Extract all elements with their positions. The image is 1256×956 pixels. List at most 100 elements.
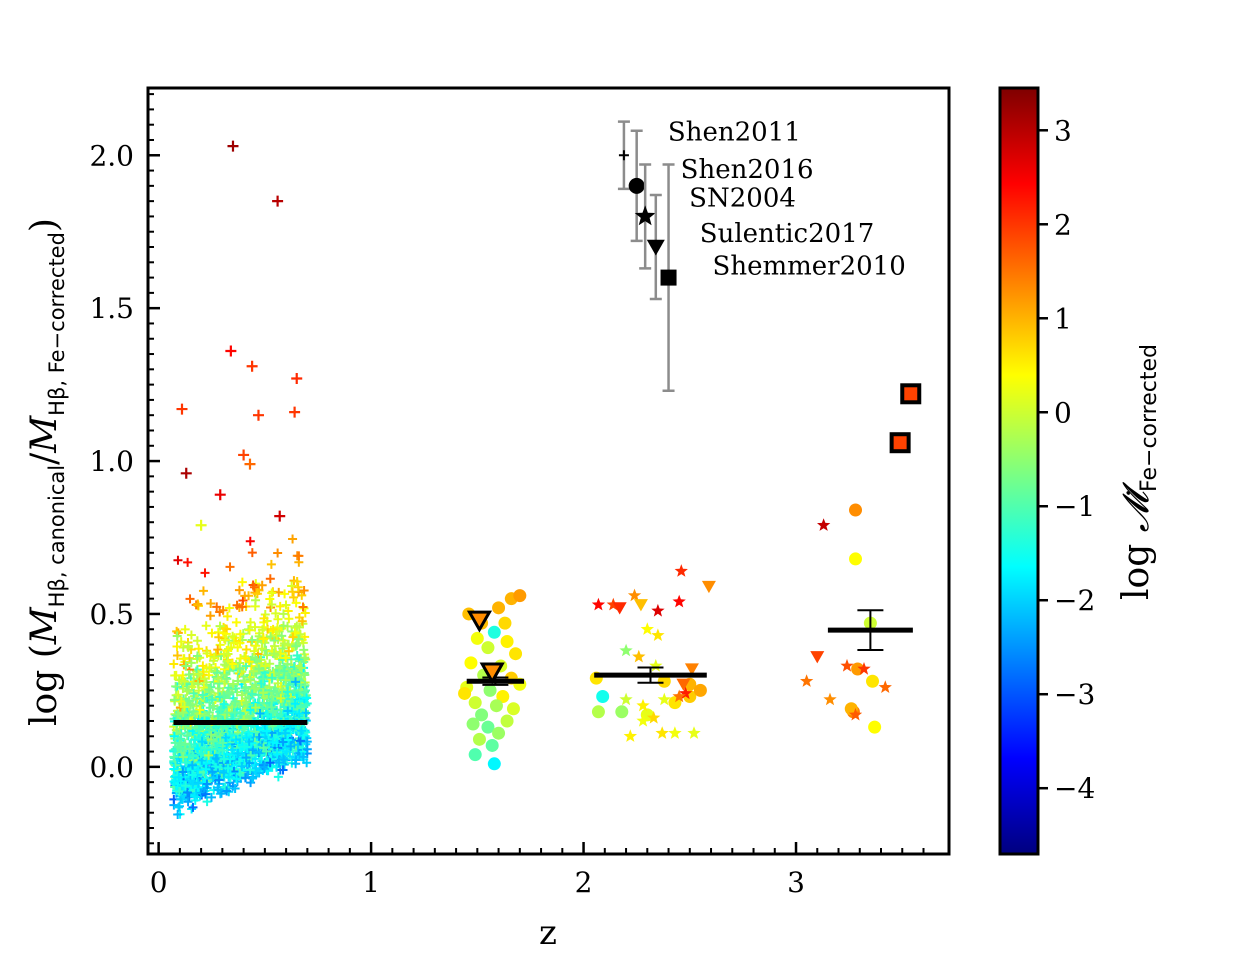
sdss-plus (262, 726, 272, 736)
sdss-plus (248, 666, 258, 676)
star-point-z2 (657, 692, 671, 706)
sdss-plus (267, 703, 277, 713)
sdss-plus (211, 753, 221, 763)
sdss-plus (227, 745, 237, 755)
median-bars (173, 609, 913, 726)
sdss-plus (176, 637, 186, 647)
sdss-plus (219, 754, 229, 764)
sdss-plus (222, 786, 232, 796)
sdss-plus (248, 745, 258, 755)
sdss-plus (265, 758, 275, 768)
x-tick-label: 0 (150, 866, 168, 899)
sdss-plus (291, 598, 301, 608)
star-point-z2 (672, 689, 686, 703)
sdss-plus (223, 649, 233, 659)
sdss-plus (233, 676, 243, 686)
sdss-plus (197, 737, 207, 747)
sdss-plus (266, 631, 276, 641)
colorbar-tick-label: 0 (1054, 396, 1072, 429)
sdss-plus (222, 708, 232, 718)
sdss-plus (173, 809, 183, 819)
y-axis-label: log (MHβ, canonical/MHβ, Fe−corrected) (24, 218, 69, 726)
sdss-plus (193, 765, 203, 775)
sdss-plus (171, 681, 181, 691)
y-tick-label: 2.0 (89, 139, 134, 172)
sdss-plus (213, 785, 223, 795)
sdss-plus (250, 654, 260, 664)
sdss-plus (178, 767, 188, 777)
sdss-plus (233, 748, 243, 758)
sdss-plus (241, 753, 251, 763)
colorbar-tick-label: 3 (1054, 114, 1072, 147)
colorbar-tick-label: −2 (1054, 584, 1095, 617)
colorbar-tick-label: −3 (1054, 678, 1095, 711)
circle-point-z15 (498, 616, 512, 630)
sdss-plus (267, 600, 277, 610)
sdss-plus (283, 706, 293, 716)
sdss-plus (241, 661, 251, 671)
sdss-plus (186, 658, 196, 668)
sdss-plus (282, 746, 292, 756)
sdss-plus (266, 559, 276, 569)
sdss-plus (291, 677, 301, 687)
sdss-plus (176, 675, 186, 685)
sdss-plus (281, 600, 291, 610)
sdss-plus (240, 773, 250, 783)
y-tick-label: 1.5 (89, 292, 134, 325)
sdss-plus (289, 686, 299, 696)
sdss-plus (297, 616, 307, 626)
sdss-plus (220, 660, 230, 670)
sdss-plus (294, 709, 304, 719)
sdss-plus (180, 624, 190, 634)
star-point-z3 (817, 518, 831, 531)
sdss-plus (196, 701, 206, 711)
sdss-plus-outlier (291, 372, 303, 384)
sdss-plus (224, 603, 234, 613)
sdss-plus (215, 640, 225, 650)
sdss-plus (277, 631, 287, 641)
sdss-plus (182, 787, 192, 797)
sdss-plus (241, 644, 251, 654)
sdss-plus (183, 797, 193, 807)
sdss-plus (193, 599, 203, 609)
sdss-plus (202, 779, 212, 789)
sdss-plus (279, 666, 289, 676)
star-point-z3 (878, 680, 892, 693)
sdss-plus (292, 621, 302, 631)
sdss-plus (294, 551, 304, 561)
sdss-plus (173, 690, 183, 700)
highlighted-triangle (479, 662, 505, 685)
sdss-plus (204, 684, 214, 694)
sdss-plus (258, 688, 268, 698)
sdss-plus (201, 764, 211, 774)
colorbar-ticks: 3 2 1 0 −1 −2 −3 −4 (1038, 114, 1095, 805)
sdss-plus (181, 661, 191, 671)
sdss-plus (189, 688, 199, 698)
sdss-plus-points (169, 140, 312, 819)
sdss-plus (204, 707, 214, 717)
circle-point-z15 (466, 717, 480, 731)
sdss-plus (259, 762, 269, 772)
colorbar-tick-label: 1 (1054, 302, 1072, 335)
sdss-plus (235, 664, 245, 674)
circle-point-z15 (483, 683, 497, 697)
sdss-plus (300, 608, 310, 618)
sdss-plus (225, 562, 235, 572)
triangle-point-z2 (676, 678, 691, 691)
sdss-plus (251, 703, 261, 713)
circle-point-z15 (468, 696, 482, 710)
sdss-plus (241, 698, 251, 708)
sdss-plus (230, 784, 240, 794)
colorbar-tick-label: −4 (1054, 772, 1095, 805)
sdss-plus (195, 705, 205, 715)
sdss-plus (198, 586, 208, 596)
sdss-plus (211, 762, 221, 772)
sdss-plus (217, 746, 227, 756)
sdss-plus (240, 591, 250, 601)
sdss-plus (278, 737, 288, 747)
highlighted-triangle (466, 610, 493, 633)
sdss-plus (173, 555, 183, 565)
sdss-plus (172, 759, 182, 769)
sdss-plus (172, 642, 182, 652)
sdss-plus (281, 675, 291, 685)
